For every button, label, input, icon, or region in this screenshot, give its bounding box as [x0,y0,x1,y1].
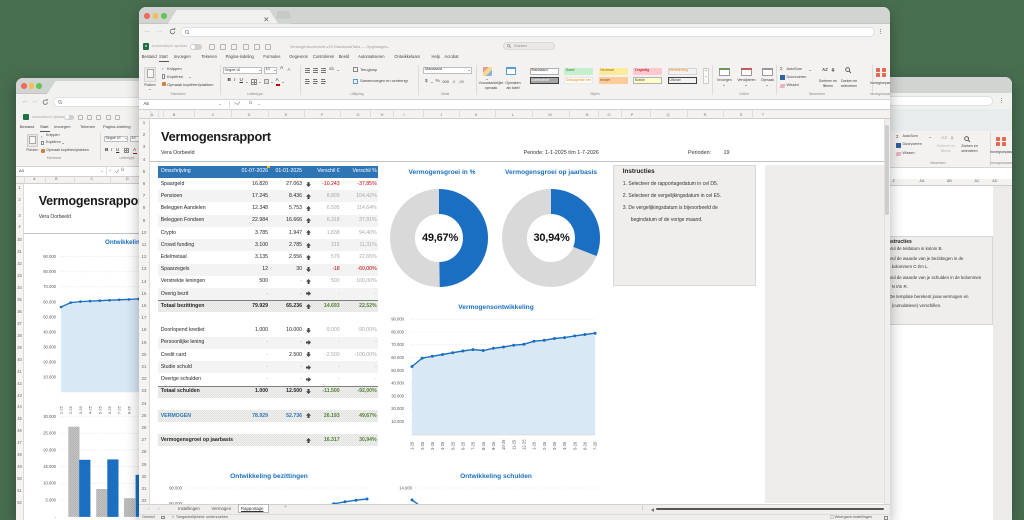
svg-text:25.000: 25.000 [43,431,56,436]
svg-text:7-25: 7-25 [471,441,476,450]
svg-text:11-25: 11-25 [511,439,516,450]
svg-text:7-26: 7-26 [593,441,598,450]
svg-text:40.000: 40.000 [43,329,56,334]
svg-text:10-25: 10-25 [501,439,506,450]
svg-text:20.000: 20.000 [391,406,404,411]
svg-text:30.000: 30.000 [43,414,56,419]
svg-text:4-26: 4-26 [562,441,567,450]
svg-text:50.000: 50.000 [391,368,404,373]
svg-text:3-25: 3-25 [78,405,83,414]
svg-text:15.000: 15.000 [43,464,56,469]
svg-text:80.000: 80.000 [43,269,56,274]
svg-text:90.000: 90.000 [169,485,182,490]
svg-text:4-25: 4-25 [440,441,445,450]
svg-text:7-25: 7-25 [117,405,122,414]
svg-text:8-25: 8-25 [126,405,131,414]
svg-text:60.000: 60.000 [391,355,404,360]
svg-text:20.000: 20.000 [43,360,56,365]
svg-text:10.000: 10.000 [43,481,56,486]
svg-text:70.000: 70.000 [43,284,56,289]
svg-text:6-26: 6-26 [583,441,588,450]
svg-text:3-26: 3-26 [552,441,557,450]
svg-text:1-26: 1-26 [532,441,537,450]
svg-text:50.000: 50.000 [43,314,56,319]
svg-text:14.000: 14.000 [399,485,412,490]
svg-text:20.000: 20.000 [43,447,56,452]
svg-text:5-26: 5-26 [572,441,577,450]
svg-text:4-25: 4-25 [88,405,93,414]
svg-text:8-25: 8-25 [481,441,486,450]
svg-text:5-25: 5-25 [97,405,102,414]
svg-text:5-25: 5-25 [450,441,455,450]
svg-text:12-25: 12-25 [522,439,527,450]
svg-text:70.000: 70.000 [391,342,404,347]
svg-text:2-25: 2-25 [68,405,73,414]
svg-text:80.000: 80.000 [391,329,404,334]
svg-text:6-25: 6-25 [107,405,112,414]
svg-text:10.000: 10.000 [43,375,56,380]
svg-text:80.000: 80.000 [169,501,182,504]
svg-text:2-26: 2-26 [542,441,547,450]
svg-text:2-25: 2-25 [420,441,425,450]
svg-text:3-25: 3-25 [430,441,435,450]
svg-text:9-25: 9-25 [491,441,496,450]
svg-text:10.000: 10.000 [391,419,404,424]
svg-text:-: - [55,514,57,519]
svg-text:1-25: 1-25 [59,405,64,414]
svg-text:90.000: 90.000 [391,317,404,322]
svg-text:5.000: 5.000 [46,497,57,502]
svg-text:6-25: 6-25 [460,441,465,450]
svg-text:30.000: 30.000 [43,344,56,349]
svg-text:40.000: 40.000 [391,381,404,386]
svg-text:90.000: 90.000 [43,254,56,259]
svg-text:1-25: 1-25 [410,441,415,450]
svg-text:60.000: 60.000 [43,299,56,304]
svg-text:30.000: 30.000 [391,393,404,398]
